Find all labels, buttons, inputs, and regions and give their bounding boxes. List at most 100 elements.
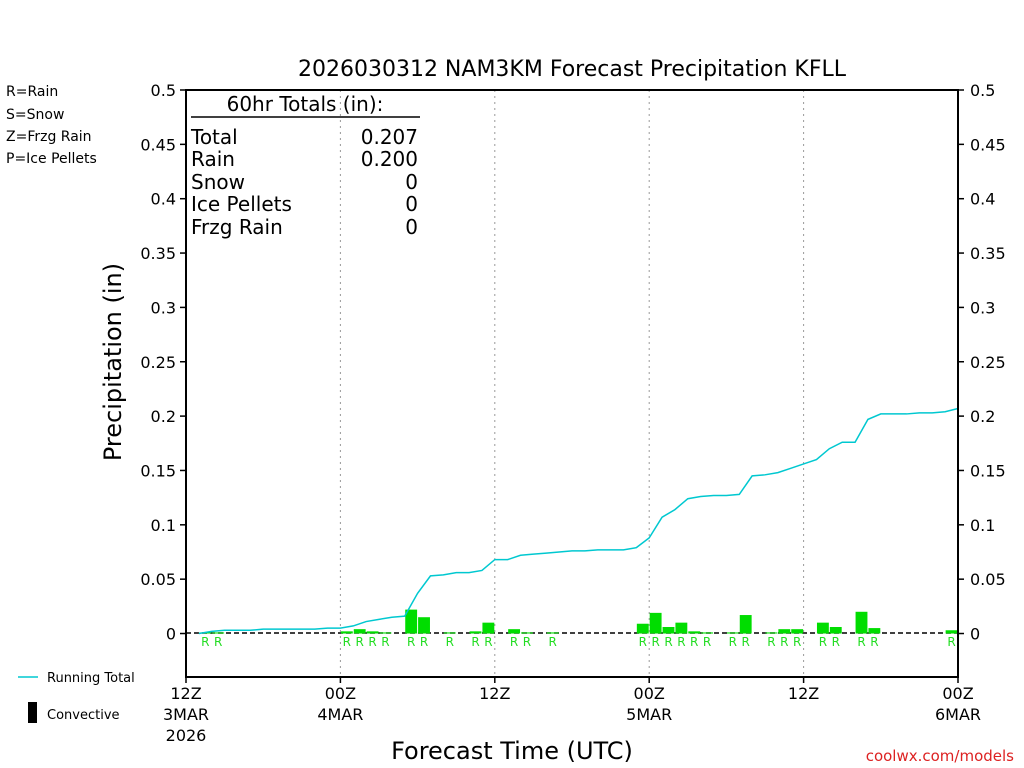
- precip-bar-7: [418, 617, 430, 634]
- totals-rain-label: Rain: [191, 147, 235, 171]
- x-axis-label: Forecast Time (UTC): [391, 737, 633, 765]
- y-tick-label-right-10: 0: [970, 625, 980, 644]
- ptype-marker-8: R: [446, 635, 454, 649]
- x-tick-label-4-0: 12Z: [788, 684, 819, 703]
- precip-bar-1: [212, 632, 225, 634]
- ptype-marker-15: R: [651, 635, 659, 649]
- x-tick-label-5-1: 6MAR: [935, 705, 981, 724]
- x-tick-label-1-1: 4MAR: [317, 705, 363, 724]
- precip-bar-27: [855, 611, 868, 634]
- precip-bar-13: [546, 632, 559, 634]
- plot-frame: [185, 89, 959, 678]
- totals-frzg-rain-value: 0: [405, 215, 418, 239]
- ptype-marker-20: R: [729, 635, 737, 649]
- y-tick-label-left-4: 0.3: [151, 298, 176, 317]
- precip-bar-25: [816, 622, 829, 634]
- running-total-legend-label: Running Total: [47, 671, 135, 686]
- y-tick-label-left-10: 0: [166, 625, 176, 644]
- ptype-marker-7: R: [420, 635, 428, 649]
- totals-header: 60hr Totals (in):: [227, 92, 384, 116]
- ptype-marker-4: R: [368, 635, 376, 649]
- precip-bar-24: [791, 629, 804, 634]
- x-tick-label-5-0: 00Z: [942, 684, 973, 703]
- y-tick-label-left-7: 0.15: [140, 461, 176, 480]
- ptype-marker-16: R: [664, 635, 672, 649]
- ptype-marker-5: R: [381, 635, 389, 649]
- totals-ice-pellets-value: 0: [405, 192, 418, 216]
- running-total-line: [198, 407, 959, 635]
- precip-bar-23: [778, 629, 791, 634]
- y-tick-label-right-7: 0.15: [970, 461, 1006, 480]
- precip-bar-17: [675, 622, 688, 634]
- y-tick-label-right-9: 0.05: [970, 570, 1006, 589]
- y-tick-label-left-9: 0.05: [140, 570, 176, 589]
- precip-bar-6: [405, 609, 418, 634]
- ptype-marker-3: R: [356, 635, 364, 649]
- ptype-marker-10: R: [484, 635, 492, 649]
- y-tick-label-right-4: 0.3: [970, 298, 995, 317]
- y-tick-label-left-3: 0.35: [140, 244, 176, 263]
- totals-box: 60hr Totals (in): Total 0.207 Rain 0.200…: [190, 92, 420, 239]
- ptype-marker-27: R: [857, 635, 865, 649]
- legend-snow: S=Snow: [6, 107, 64, 123]
- ptype-marker-24: R: [793, 635, 801, 649]
- y-tick-label-right-0: 0.5: [970, 81, 995, 100]
- y-tick-label-right-5: 0.25: [970, 353, 1006, 372]
- precip-bar-4: [366, 631, 379, 634]
- ptype-marker-11: R: [510, 635, 518, 649]
- ptype-legend: R=Rain S=Snow Z=Frzg Rain P=Ice Pellets: [6, 84, 97, 167]
- y-tick-label-left-6: 0.2: [151, 407, 176, 426]
- totals-ice-pellets-label: Ice Pellets: [191, 192, 292, 216]
- y-axis-label: Precipitation (in): [99, 263, 127, 461]
- ptype-marker-9: R: [471, 635, 479, 649]
- x-tick-label-3-0: 00Z: [634, 684, 665, 703]
- ptype-marker-14: R: [639, 635, 647, 649]
- y-tick-label-left-2: 0.4: [151, 190, 176, 209]
- precip-bar-16: [662, 626, 675, 634]
- y-tick-label-left-5: 0.25: [140, 353, 176, 372]
- y-tick-label-right-3: 0.35: [970, 244, 1006, 263]
- precip-bar-21: [739, 615, 752, 634]
- precip-bar-19: [701, 632, 714, 634]
- ptype-marker-25: R: [819, 635, 827, 649]
- y-tick-label-left-8: 0.1: [151, 516, 176, 535]
- totals-snow-label: Snow: [191, 170, 245, 194]
- precip-bar-14: [636, 623, 649, 634]
- ptype-marker-13: R: [549, 635, 557, 649]
- ptype-marker-28: R: [870, 635, 878, 649]
- x-tick-label-0-1: 3MAR: [163, 705, 209, 724]
- legend-rain: R=Rain: [6, 84, 58, 100]
- totals-snow-value: 0: [405, 170, 418, 194]
- precip-bar-18: [688, 631, 701, 634]
- ptype-marker-1: R: [214, 635, 222, 649]
- precip-bar-10: [482, 622, 495, 634]
- ptype-marker-29: R: [947, 635, 955, 649]
- precip-bar-2: [340, 631, 353, 634]
- precip-bar-26: [829, 626, 842, 634]
- legend-ice-pellets: P=Ice Pellets: [6, 151, 97, 167]
- precip-bar-11: [508, 629, 521, 634]
- x-axis-ticks: 12Z 3MAR 2026 00Z 4MAR 12Z 00Z 5MAR 12Z 00Z 6MAR: [163, 677, 981, 745]
- x-tick-label-3-1: 5MAR: [626, 705, 672, 724]
- ptype-marker-6: R: [407, 635, 415, 649]
- y-tick-label-right-6: 0.2: [970, 407, 995, 426]
- precip-bar-15: [649, 612, 662, 634]
- precip-bar-12: [521, 632, 533, 634]
- convective-swatch: [28, 702, 37, 723]
- ptype-marker-2: R: [343, 635, 351, 649]
- legend-frzg-rain: Z=Frzg Rain: [6, 129, 92, 145]
- ptype-marker-22: R: [767, 635, 775, 649]
- credit-text: coolwx.com/models: [866, 747, 1014, 765]
- x-tick-label-0-0: 12Z: [170, 684, 201, 703]
- ptype-marker-21: R: [742, 635, 750, 649]
- precip-bar-20: [726, 632, 739, 634]
- ptype-marker-18: R: [690, 635, 698, 649]
- y-tick-label-right-2: 0.4: [970, 190, 995, 209]
- ptype-marker-19: R: [703, 635, 711, 649]
- ptype-marker-23: R: [780, 635, 788, 649]
- time-gridlines: [339, 90, 805, 677]
- ptype-marker-26: R: [832, 635, 840, 649]
- precip-bars: [199, 609, 958, 634]
